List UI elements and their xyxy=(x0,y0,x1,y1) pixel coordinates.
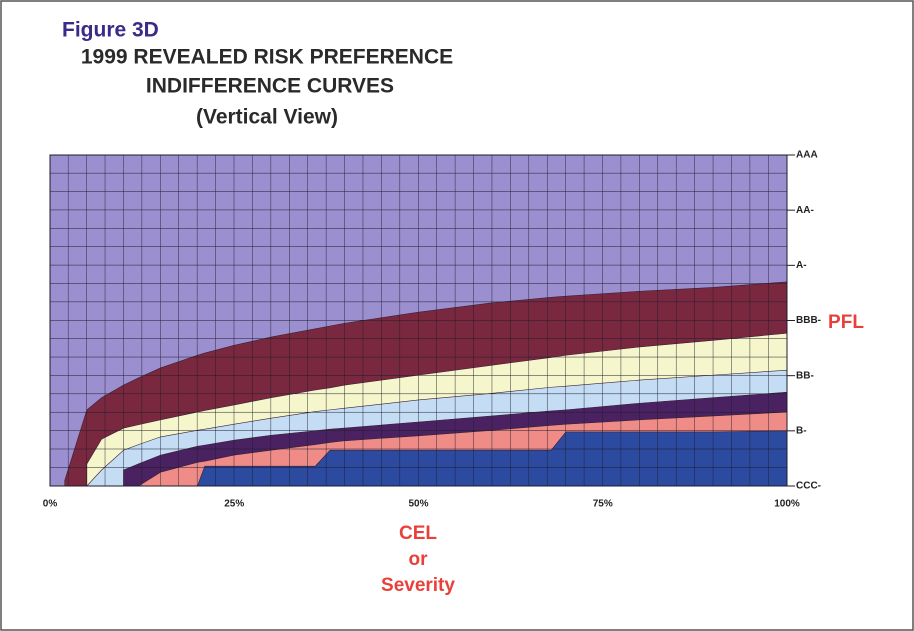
y-tick-label: AAA xyxy=(796,150,818,161)
axes: CCC- B- BB- BBB- A- AA- AAA 0% 25% 50% 75% 100% xyxy=(43,150,821,510)
x-axis-label: CEL xyxy=(399,523,437,544)
x-axis-label: Severity xyxy=(381,575,455,596)
y-tick-label: AA- xyxy=(796,205,814,216)
x-tick-label: 0% xyxy=(43,499,58,510)
grid xyxy=(49,154,788,487)
chart-title: 1999 REVEALED RISK PREFERENCE xyxy=(81,46,453,69)
x-tick-label: 75% xyxy=(593,499,613,510)
chart-subtitle: (Vertical View) xyxy=(196,106,338,129)
y-tick-label: A- xyxy=(796,260,807,271)
x-tick-label: 100% xyxy=(774,499,800,510)
y-axis-label: PFL xyxy=(828,312,864,333)
x-tick-label: 50% xyxy=(408,499,428,510)
x-tick-label: 25% xyxy=(224,499,244,510)
x-axis-label: or xyxy=(409,549,429,570)
y-tick-label: CCC- xyxy=(796,481,821,492)
y-tick-label: BBB- xyxy=(796,315,821,326)
figure-label: Figure 3D xyxy=(62,19,159,42)
y-tick-label: B- xyxy=(796,425,807,436)
y-tick-label: BB- xyxy=(796,370,814,381)
chart-title: INDIFFERENCE CURVES xyxy=(146,75,394,98)
